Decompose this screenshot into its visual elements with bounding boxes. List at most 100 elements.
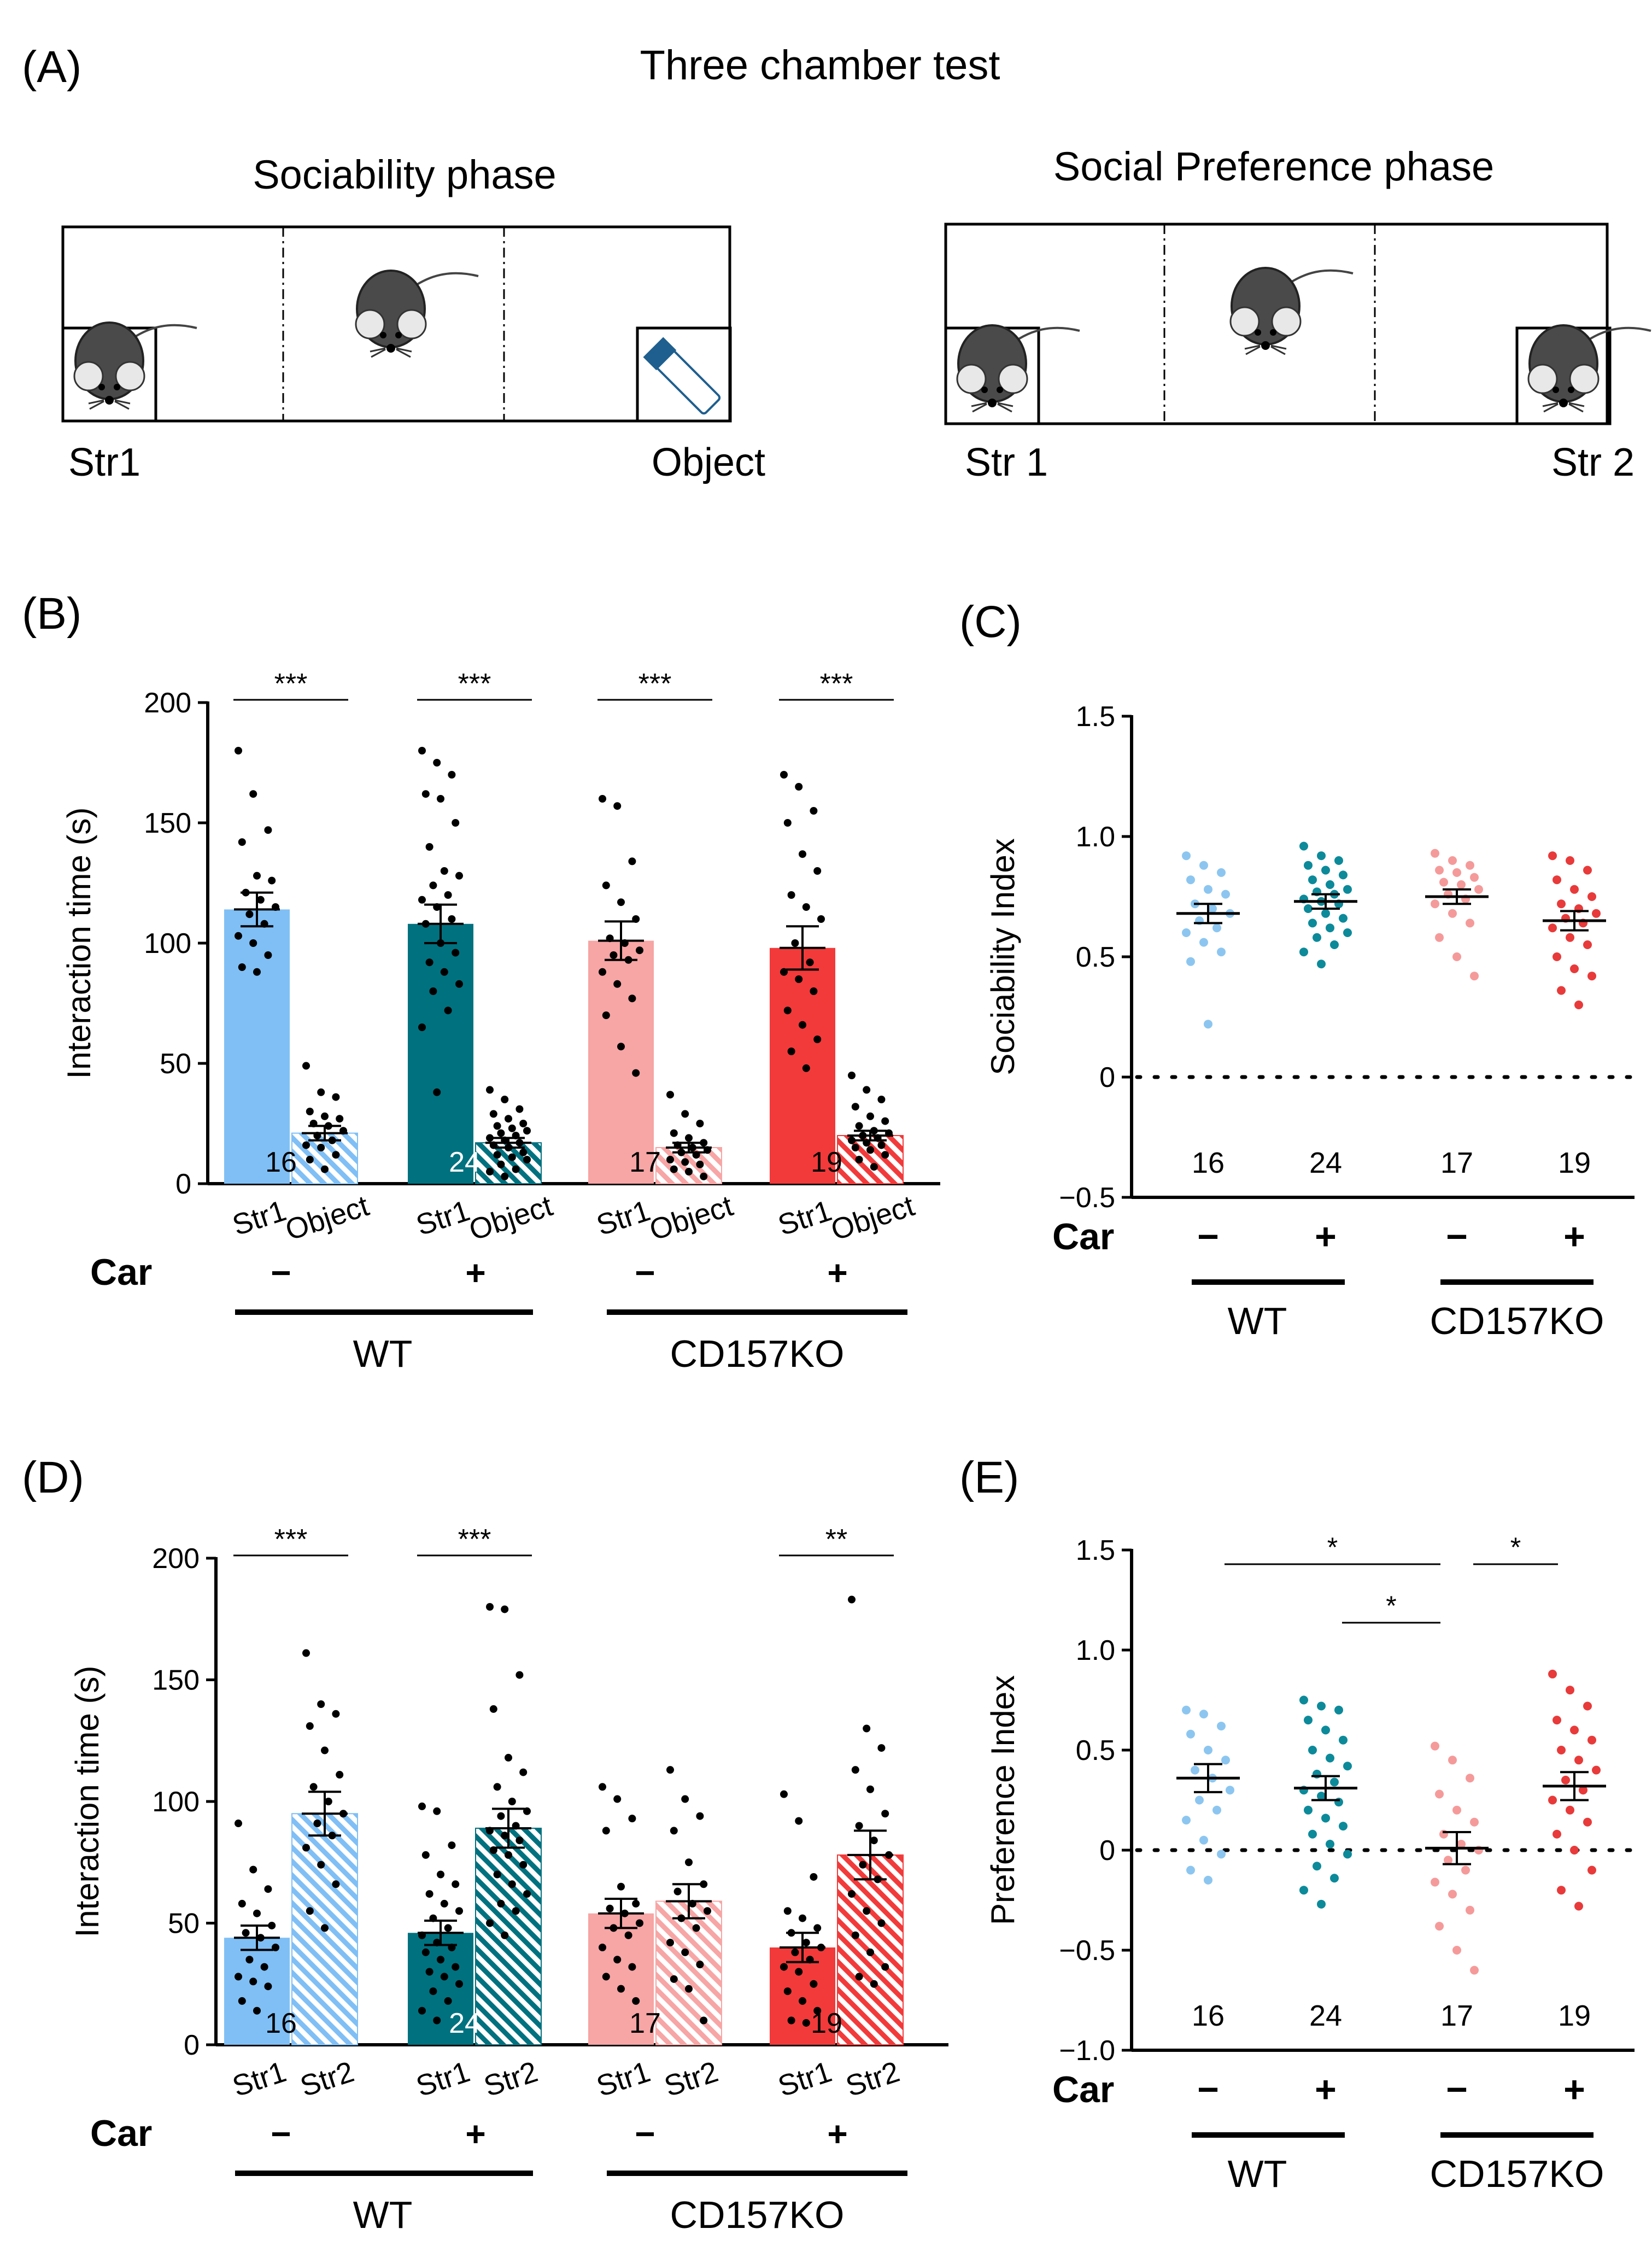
data-point [599, 795, 606, 803]
y-tick-label: 0.5 [1076, 1735, 1115, 1766]
car-sign: − [1446, 2069, 1468, 2110]
data-point [264, 1982, 272, 1991]
n-label: 17 [629, 1146, 661, 1178]
data-point [848, 1595, 856, 1604]
data-point [245, 910, 254, 919]
data-point [870, 1980, 878, 1988]
data-point [1195, 1795, 1204, 1805]
data-point [855, 1156, 863, 1163]
data-point [666, 1091, 674, 1099]
data-point [628, 995, 636, 1003]
data-point [866, 1948, 874, 1956]
category-label: Str1 [412, 1194, 474, 1242]
data-point [881, 1117, 889, 1125]
data-point [418, 1023, 426, 1031]
data-point [624, 956, 632, 964]
data-point [628, 1963, 636, 1971]
data-point [501, 1931, 509, 1939]
n-label: 16 [1192, 1146, 1225, 1179]
data-point [238, 1899, 246, 1908]
significance-label: * [1510, 1532, 1521, 1563]
n-label: 16 [265, 2008, 297, 2039]
y-axis-label: Preference Index [985, 1675, 1021, 1925]
data-point [1431, 1741, 1439, 1751]
data-point [599, 968, 606, 976]
data-point [421, 1948, 430, 1956]
data-point [505, 1851, 512, 1859]
data-point [306, 1722, 314, 1730]
data-point [1583, 940, 1592, 949]
data-point [418, 747, 426, 754]
data-point [519, 1861, 528, 1869]
data-point [700, 1139, 708, 1147]
data-point [1317, 1899, 1326, 1909]
data-point [1448, 856, 1457, 865]
data-point [1470, 1817, 1479, 1827]
y-tick-label: 0 [1099, 1835, 1115, 1867]
data-point [1308, 1746, 1317, 1754]
data-point [306, 1108, 314, 1115]
data-point [1321, 865, 1330, 875]
data-point [1343, 1762, 1352, 1771]
data-point [799, 1914, 806, 1922]
category-label: Str1 [593, 1194, 654, 1242]
data-point [863, 1139, 871, 1147]
data-point [444, 1924, 452, 1932]
data-point [1304, 904, 1313, 913]
data-point [425, 1890, 433, 1898]
data-point [613, 802, 622, 810]
data-point [870, 1127, 878, 1135]
data-point [1470, 873, 1479, 882]
data-point [505, 1753, 512, 1762]
genotype-label: WT [353, 2193, 413, 2236]
data-point [1326, 880, 1334, 889]
data-point [1566, 1686, 1574, 1695]
data-point [425, 958, 433, 967]
data-point [851, 1931, 859, 1939]
data-point [448, 771, 456, 779]
data-point [440, 867, 448, 875]
data-point [249, 939, 257, 947]
data-point [848, 1072, 856, 1079]
data-point [272, 903, 279, 911]
data-point [519, 1148, 528, 1156]
significance-label: ** [825, 1524, 847, 1555]
data-point [685, 1134, 693, 1142]
data-point [632, 915, 640, 923]
data-point [235, 1820, 242, 1828]
data-point [813, 2007, 822, 2015]
data-point [1566, 856, 1574, 865]
data-point [1299, 1886, 1308, 1895]
bar [224, 909, 290, 1184]
data-point [249, 1978, 257, 1986]
tube-icon [643, 337, 721, 415]
data-point [855, 1822, 863, 1830]
bar [770, 1947, 835, 2045]
data-point [783, 1907, 792, 1915]
data-point [1334, 1705, 1343, 1715]
category-label: Str2 [480, 2055, 542, 2103]
data-point [429, 987, 437, 995]
data-point [512, 1132, 520, 1139]
data-point [1204, 885, 1212, 894]
data-point [1435, 1789, 1444, 1799]
data-point [1435, 1922, 1444, 1931]
data-point [418, 2007, 426, 2015]
data-point [501, 1172, 509, 1180]
data-point [339, 1810, 347, 1818]
genotype-label: CD157KO [1430, 2152, 1604, 2195]
category-label: Str1 [229, 1194, 290, 1242]
data-point [1570, 1846, 1579, 1855]
data-point [455, 1907, 463, 1915]
significance-label: *** [820, 668, 853, 700]
data-point [433, 2016, 441, 2025]
data-point [505, 1144, 512, 1151]
data-point [1334, 856, 1343, 865]
data-point [1435, 933, 1444, 942]
object-cage [636, 326, 732, 423]
data-point [1557, 1886, 1566, 1895]
car-sign: + [1563, 2069, 1585, 2110]
data-point [493, 1122, 501, 1130]
car-sign: + [465, 1253, 485, 1292]
